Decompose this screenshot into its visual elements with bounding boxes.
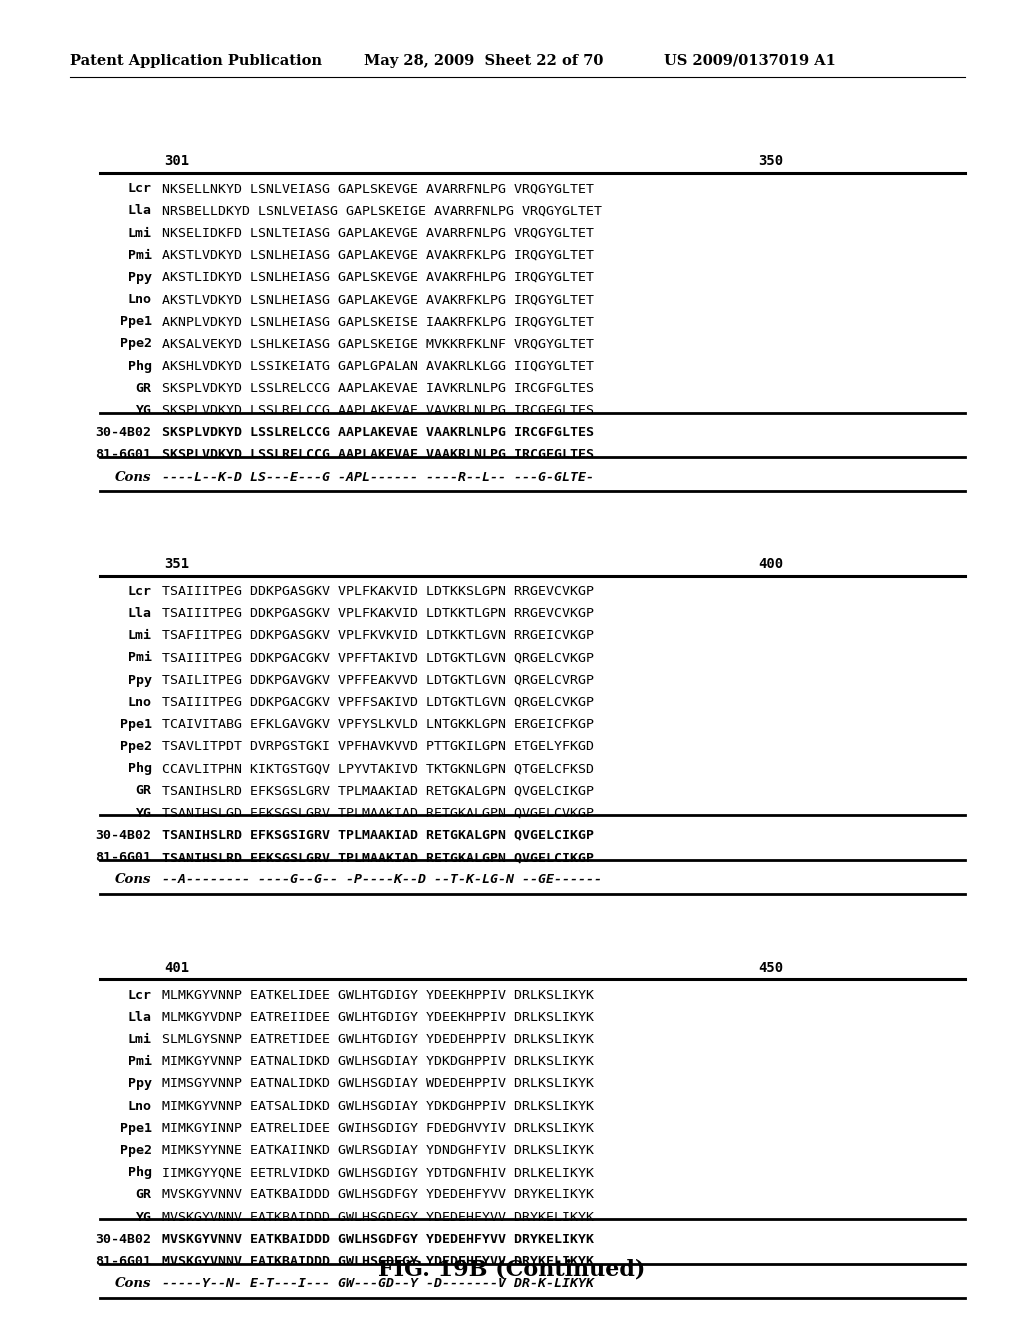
Text: TSANIHSLRD EFKSGSIGRV TPLMAAKIAD RETGKALGPN QVGELCIKGP: TSANIHSLRD EFKSGSIGRV TPLMAAKIAD RETGKAL… xyxy=(162,829,594,842)
Text: 30-4B02: 30-4B02 xyxy=(95,1233,152,1246)
Text: GR: GR xyxy=(135,381,152,395)
Text: MIMKGYVNNP EATSALIDKD GWLHSGDIAY YDKDGHPPIV DRLKSLIKYK: MIMKGYVNNP EATSALIDKD GWLHSGDIAY YDKDGHP… xyxy=(162,1100,594,1113)
Text: SLMLGYSNNP EATRETIDEE GWLHTGDIGY YDEDEHPPIV DRLKSLIKYK: SLMLGYSNNP EATRETIDEE GWLHTGDIGY YDEDEHP… xyxy=(162,1034,594,1047)
Text: Lmi: Lmi xyxy=(128,630,152,643)
Text: 30-4B02: 30-4B02 xyxy=(95,426,152,440)
Text: Lcr: Lcr xyxy=(128,989,152,1002)
Text: AKSALVEKYD LSHLKEIASG GAPLSKEIGE MVKKRFKLNF VRQGYGLTET: AKSALVEKYD LSHLKEIASG GAPLSKEIGE MVKKRFK… xyxy=(162,338,594,351)
Text: TSAIIITPEG DDKPGASGKV VPLFKAKVID LDTKKTLGPN RRGEVCVKGP: TSAIIITPEG DDKPGASGKV VPLFKAKVID LDTKKTL… xyxy=(162,607,594,620)
Text: TSAVLITPDT DVRPGSTGKI VPFHAVKVVD PTTGKILGPN ETGELYFKGD: TSAVLITPDT DVRPGSTGKI VPFHAVKVVD PTTGKIL… xyxy=(162,741,594,754)
Text: YG: YG xyxy=(135,807,152,820)
Text: 81-6G01: 81-6G01 xyxy=(95,851,152,865)
Text: MVSKGYVNNV EATKBAIDDD GWLHSGDFGY YDEDEHFYVV DRYKELIKYK: MVSKGYVNNV EATKBAIDDD GWLHSGDFGY YDEDEHF… xyxy=(162,1210,594,1224)
Text: Ppe1: Ppe1 xyxy=(120,315,152,329)
Text: Patent Application Publication: Patent Application Publication xyxy=(70,54,322,67)
Text: NRSBELLDKYD LSNLVEIASG GAPLSKEIGE AVARRFNLPG VRQGYGLTET: NRSBELLDKYD LSNLVEIASG GAPLSKEIGE AVARRF… xyxy=(162,205,602,218)
Text: TSAIIITPEG DDKPGASGKV VPLFKAKVID LDTKKSLGPN RRGEVCVKGP: TSAIIITPEG DDKPGASGKV VPLFKAKVID LDTKKSL… xyxy=(162,585,594,598)
Text: 81-6G01: 81-6G01 xyxy=(95,1255,152,1269)
Text: Cons: Cons xyxy=(115,1276,152,1290)
Text: Lla: Lla xyxy=(128,607,152,620)
Text: SKSPLVDKYD LSSLRELCCG AAPLAKEVAE VAAKRLNLPG IRCGFGLTES: SKSPLVDKYD LSSLRELCCG AAPLAKEVAE VAAKRLN… xyxy=(162,449,594,462)
Text: NKSELLNKYD LSNLVEIASG GAPLSKEVGE AVARRFNLPG VRQGYGLTET: NKSELLNKYD LSNLVEIASG GAPLSKEVGE AVARRFN… xyxy=(162,182,594,195)
Text: 450: 450 xyxy=(758,961,783,975)
Text: Phg: Phg xyxy=(128,359,152,372)
Text: ----L--K-D LS---E---G -APL------ ----R--L-- ---G-GLTE-: ----L--K-D LS---E---G -APL------ ----R--… xyxy=(162,470,594,483)
Text: 81-6G01: 81-6G01 xyxy=(95,449,152,462)
Text: 401: 401 xyxy=(164,961,189,975)
Text: AKSTLVDKYD LSNLHEIASG GAPLAKEVGE AVAKRFKLPG IRQGYGLTET: AKSTLVDKYD LSNLHEIASG GAPLAKEVGE AVAKRFK… xyxy=(162,248,594,261)
Text: Ppe1: Ppe1 xyxy=(120,718,152,731)
Text: MVSKGYVNNV EATKBAIDDD GWLHSGDFGY YDEDEHFYVV DRYKELIKYK: MVSKGYVNNV EATKBAIDDD GWLHSGDFGY YDEDEHF… xyxy=(162,1255,594,1269)
Text: AKNPLVDKYD LSNLHEIASG GAPLSKEISE IAAKRFKLPG IRQGYGLTET: AKNPLVDKYD LSNLHEIASG GAPLSKEISE IAAKRFK… xyxy=(162,315,594,329)
Text: 301: 301 xyxy=(164,154,189,169)
Text: Lno: Lno xyxy=(128,696,152,709)
Text: MVSKGYVNNV EATKBAIDDD GWLHSGDFGY YDEDEHFYVV DRYKELIKYK: MVSKGYVNNV EATKBAIDDD GWLHSGDFGY YDEDEHF… xyxy=(162,1188,594,1201)
Text: TSANIHSLGD EFKSGSLGRV TPLMAAKIAD RETGKALGPN QVGELCVKGP: TSANIHSLGD EFKSGSLGRV TPLMAAKIAD RETGKAL… xyxy=(162,807,594,820)
Text: Lla: Lla xyxy=(128,1011,152,1024)
Text: Lla: Lla xyxy=(128,205,152,218)
Text: GR: GR xyxy=(135,1188,152,1201)
Text: Lcr: Lcr xyxy=(128,585,152,598)
Text: YG: YG xyxy=(135,404,152,417)
Text: AKSTLIDKYD LSNLHEIASG GAPLSKEVGE AVAKRFHLPG IRQGYGLTET: AKSTLIDKYD LSNLHEIASG GAPLSKEVGE AVAKRFH… xyxy=(162,271,594,284)
Text: TSAIIITPEG DDKPGACGKV VPFFSAKIVD LDTGKTLGVN QRGELCVKGP: TSAIIITPEG DDKPGACGKV VPFFSAKIVD LDTGKTL… xyxy=(162,696,594,709)
Text: MIMSGYVNNP EATNALIDKD GWLHSGDIAY WDEDEHPPIV DRLKSLIKYK: MIMSGYVNNP EATNALIDKD GWLHSGDIAY WDEDEHP… xyxy=(162,1077,594,1090)
Text: MIMKGYVNNP EATNALIDKD GWLHSGDIAY YDKDGHPPIV DRLKSLIKYK: MIMKGYVNNP EATNALIDKD GWLHSGDIAY YDKDGHP… xyxy=(162,1055,594,1068)
Text: 350: 350 xyxy=(758,154,783,169)
Text: Ppy: Ppy xyxy=(128,1077,152,1090)
Text: Cons: Cons xyxy=(115,470,152,483)
Text: US 2009/0137019 A1: US 2009/0137019 A1 xyxy=(664,54,836,67)
Text: May 28, 2009  Sheet 22 of 70: May 28, 2009 Sheet 22 of 70 xyxy=(364,54,603,67)
Text: MVSKGYVNNV EATKBAIDDD GWLHSGDFGY YDEDEHFYVV DRYKELIKYK: MVSKGYVNNV EATKBAIDDD GWLHSGDFGY YDEDEHF… xyxy=(162,1233,594,1246)
Text: AKSTLVDKYD LSNLHEIASG GAPLAKEVGE AVAKRFKLPG IRQGYGLTET: AKSTLVDKYD LSNLHEIASG GAPLAKEVGE AVAKRFK… xyxy=(162,293,594,306)
Text: Pmi: Pmi xyxy=(128,1055,152,1068)
Text: YG: YG xyxy=(135,1210,152,1224)
Text: Ppe2: Ppe2 xyxy=(120,1144,152,1158)
Text: 30-4B02: 30-4B02 xyxy=(95,829,152,842)
Text: Lmi: Lmi xyxy=(128,227,152,240)
Text: Phg: Phg xyxy=(128,1166,152,1179)
Text: Cons: Cons xyxy=(115,873,152,886)
Text: FIG. 19B (Continued): FIG. 19B (Continued) xyxy=(378,1259,646,1280)
Text: -----Y--N- E-T---I--- GW---GD--Y -D-------V DR-K-LIKYK: -----Y--N- E-T---I--- GW---GD--Y -D-----… xyxy=(162,1276,594,1290)
Text: MIMKGYINNP EATRELIDEE GWIHSGDIGY FDEDGHVYIV DRLKSLIKYK: MIMKGYINNP EATRELIDEE GWIHSGDIGY FDEDGHV… xyxy=(162,1122,594,1135)
Text: Ppe2: Ppe2 xyxy=(120,741,152,754)
Text: AKSHLVDKYD LSSIKEIATG GAPLGPALAN AVAKRLKLGG IIQGYGLTET: AKSHLVDKYD LSSIKEIATG GAPLGPALAN AVAKRLK… xyxy=(162,359,594,372)
Text: MLMKGYVDNP EATREIIDEE GWLHTGDIGY YDEEKHPPIV DRLKSLIKYK: MLMKGYVDNP EATREIIDEE GWLHTGDIGY YDEEKHP… xyxy=(162,1011,594,1024)
Text: SKSPLVDKYD LSSLRELCCG AAPLAKEVAE IAVKRLNLPG IRCGFGLTES: SKSPLVDKYD LSSLRELCCG AAPLAKEVAE IAVKRLN… xyxy=(162,381,594,395)
Text: TSAFIITPEG DDKPGASGKV VPLFKVKVID LDTKKTLGVN RRGEICVKGP: TSAFIITPEG DDKPGASGKV VPLFKVKVID LDTKKTL… xyxy=(162,630,594,643)
Text: SKSPLVDKYD LSSLRELCCG AAPLAKEVAE VAVKRLNLPG IRCGFGLTES: SKSPLVDKYD LSSLRELCCG AAPLAKEVAE VAVKRLN… xyxy=(162,404,594,417)
Text: NKSELIDKFD LSNLTEIASG GAPLAKEVGE AVARRFNLPG VRQGYGLTET: NKSELIDKFD LSNLTEIASG GAPLAKEVGE AVARRFN… xyxy=(162,227,594,240)
Text: MIMKSYYNNE EATKAIINKD GWLRSGDIAY YDNDGHFYIV DRLKSLIKYK: MIMKSYYNNE EATKAIINKD GWLRSGDIAY YDNDGHF… xyxy=(162,1144,594,1158)
Text: --A-------- ----G--G-- -P----K--D --T-K-LG-N --GE------: --A-------- ----G--G-- -P----K--D --T-K-… xyxy=(162,873,602,886)
Text: SKSPLVDKYD LSSLRELCCG AAPLAKEVAE VAAKRLNLPG IRCGFGLTES: SKSPLVDKYD LSSLRELCCG AAPLAKEVAE VAAKRLN… xyxy=(162,426,594,440)
Text: 351: 351 xyxy=(164,557,189,572)
Text: Ppe1: Ppe1 xyxy=(120,1122,152,1135)
Text: Pmi: Pmi xyxy=(128,248,152,261)
Text: Lno: Lno xyxy=(128,293,152,306)
Text: IIMKGYYQNE EETRLVIDKD GWLHSGDIGY YDTDGNFHIV DRLKELIKYK: IIMKGYYQNE EETRLVIDKD GWLHSGDIGY YDTDGNF… xyxy=(162,1166,594,1179)
Text: TSANIHSLRD EFKSGSLGRV TPLMAAKIAD RETGKALGPN QVGELCIKGP: TSANIHSLRD EFKSGSLGRV TPLMAAKIAD RETGKAL… xyxy=(162,784,594,797)
Text: CCAVLITPHN KIKTGSTGQV LPYVTAKIVD TKTGKNLGPN QTGELCFKSD: CCAVLITPHN KIKTGSTGQV LPYVTAKIVD TKTGKNL… xyxy=(162,762,594,775)
Text: TSAILITPEG DDKPGAVGKV VPFFEAKVVD LDTGKTLGVN QRGELCVRGP: TSAILITPEG DDKPGAVGKV VPFFEAKVVD LDTGKTL… xyxy=(162,673,594,686)
Text: Ppy: Ppy xyxy=(128,673,152,686)
Text: MLMKGYVNNP EATKELIDEE GWLHTGDIGY YDEEKHPPIV DRLKSLIKYK: MLMKGYVNNP EATKELIDEE GWLHTGDIGY YDEEKHP… xyxy=(162,989,594,1002)
Text: 400: 400 xyxy=(758,557,783,572)
Text: TSANIHSLRD EFKSGSLGRV TPLMAAKIAD RETGKALGPN QVGELCIKGP: TSANIHSLRD EFKSGSLGRV TPLMAAKIAD RETGKAL… xyxy=(162,851,594,865)
Text: Ppe2: Ppe2 xyxy=(120,338,152,351)
Text: Pmi: Pmi xyxy=(128,651,152,664)
Text: GR: GR xyxy=(135,784,152,797)
Text: Ppy: Ppy xyxy=(128,271,152,284)
Text: TCAIVITABG EFKLGAVGKV VPFYSLKVLD LNTGKKLGPN ERGEICFKGP: TCAIVITABG EFKLGAVGKV VPFYSLKVLD LNTGKKL… xyxy=(162,718,594,731)
Text: Lcr: Lcr xyxy=(128,182,152,195)
Text: Lno: Lno xyxy=(128,1100,152,1113)
Text: Phg: Phg xyxy=(128,762,152,775)
Text: Lmi: Lmi xyxy=(128,1034,152,1047)
Text: TSAIIITPEG DDKPGACGKV VPFFTAKIVD LDTGKTLGVN QRGELCVKGP: TSAIIITPEG DDKPGACGKV VPFFTAKIVD LDTGKTL… xyxy=(162,651,594,664)
